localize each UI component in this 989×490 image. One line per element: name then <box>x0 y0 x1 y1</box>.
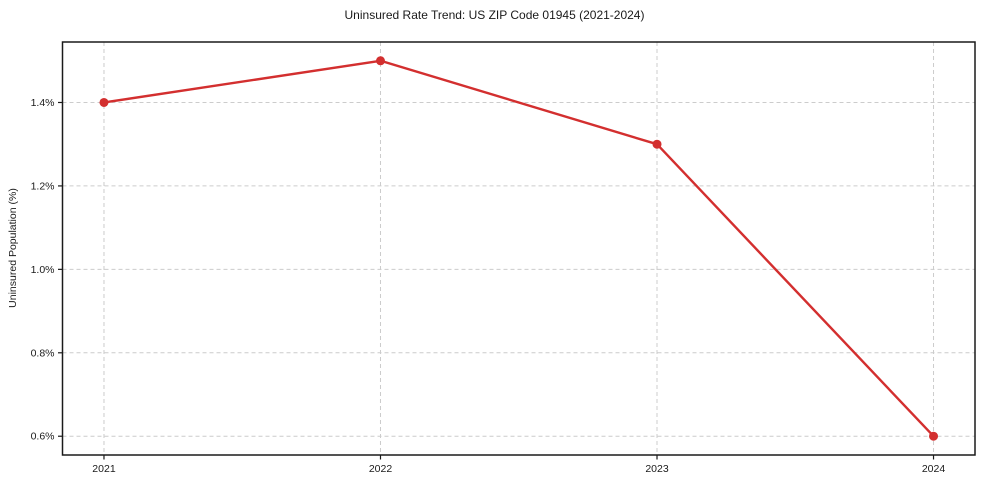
x-tick-label: 2023 <box>645 463 669 475</box>
chart-title: Uninsured Rate Trend: US ZIP Code 01945 … <box>344 8 645 22</box>
x-tick-label: 2024 <box>922 463 946 475</box>
data-point-marker <box>99 97 109 107</box>
y-tick-label: 0.8% <box>31 347 55 359</box>
data-point-marker <box>929 431 939 441</box>
y-tick-label: 1.0% <box>31 264 55 276</box>
x-tick-label: 2022 <box>369 463 393 475</box>
trend-line <box>102 59 935 438</box>
plot-border <box>61 41 976 456</box>
y-tick-label: 1.2% <box>31 180 55 192</box>
data-point-marker <box>375 56 385 66</box>
x-tick-label: 2021 <box>92 463 116 475</box>
data-point-marker <box>652 139 662 149</box>
y-tick-label: 0.6% <box>31 431 55 443</box>
y-tick-label: 1.4% <box>31 97 55 109</box>
